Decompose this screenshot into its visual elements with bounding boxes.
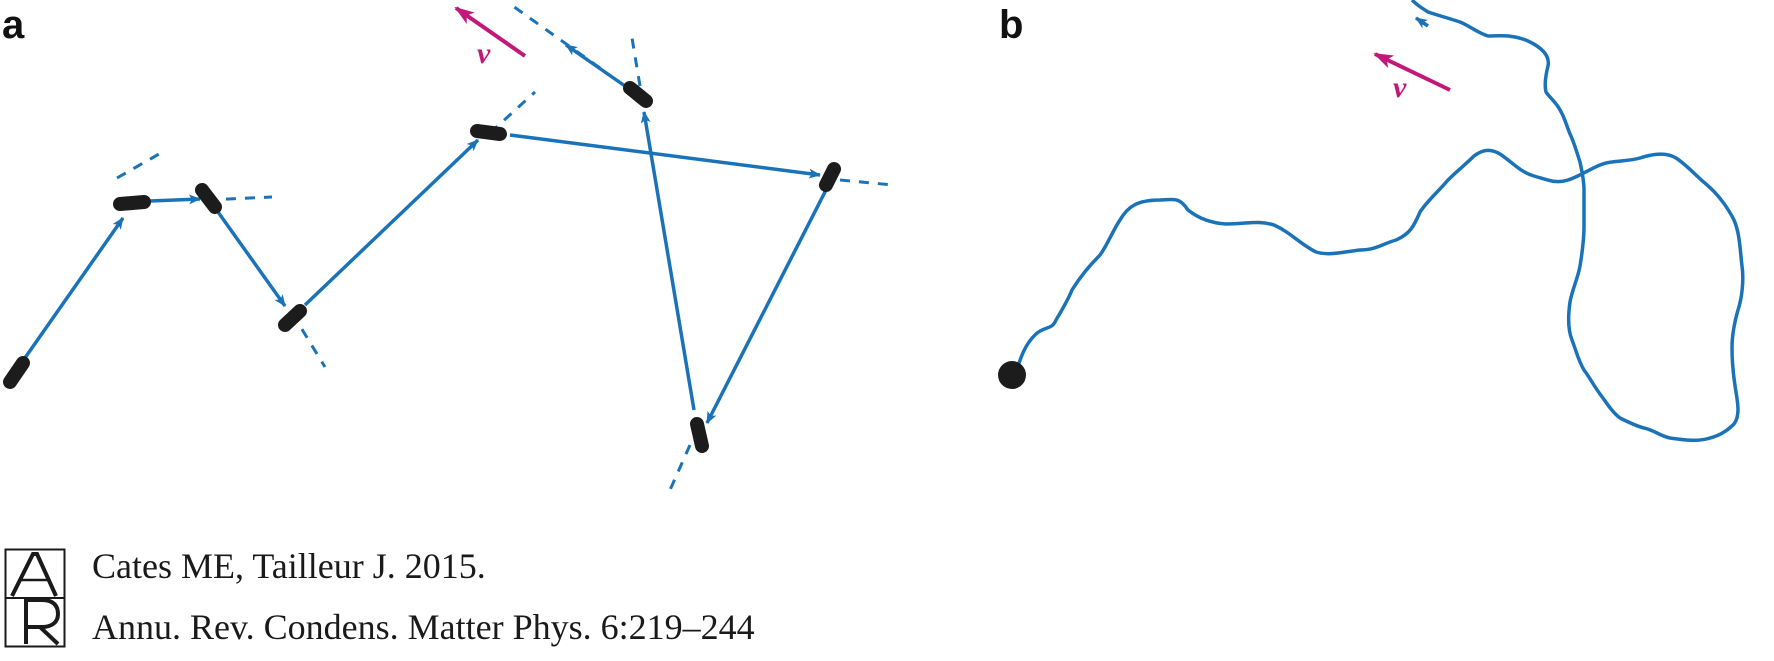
citation-authors: Cates ME, Tailleur J. 2015.: [92, 546, 486, 586]
panel-a-label: a: [2, 3, 25, 47]
particles: [3, 81, 841, 453]
particle-4: [278, 304, 307, 332]
velocity-indicator-a: v: [454, 6, 527, 70]
ar-logo-icon: [4, 548, 66, 648]
particle-5: [470, 124, 507, 141]
run-5: [509, 133, 821, 179]
particle-2: [113, 195, 151, 211]
particle-6: [623, 81, 653, 108]
particle-3: [195, 183, 222, 214]
run-4: [303, 138, 480, 307]
particle-8: [690, 417, 709, 453]
dash-7: [839, 178, 894, 187]
run-8: [565, 43, 626, 88]
velocity-indicator-b: v: [1373, 52, 1451, 104]
dash-6: [630, 37, 642, 87]
dash-8: [668, 444, 692, 491]
velocity-label-b: v: [1393, 71, 1407, 104]
particle-1: [3, 356, 30, 389]
panel-b-label: b: [999, 3, 1023, 47]
orientation-dashes: [116, 2, 894, 491]
panel-a: a: [2, 2, 894, 491]
run-2: [149, 194, 201, 205]
run-segments: [18, 43, 828, 424]
velocity-arrow-a: [454, 6, 527, 58]
run-1: [18, 216, 125, 367]
particle-7: [819, 162, 841, 192]
dash-1: [116, 148, 167, 180]
run-6: [705, 189, 828, 424]
particle-start: [998, 361, 1026, 389]
panel-b: b v: [998, 0, 1745, 443]
trajectory-arrow-b: [1415, 16, 1429, 29]
brownian-trajectory: [1013, 0, 1745, 443]
velocity-arrow-b: [1373, 52, 1451, 92]
run-3: [216, 210, 287, 308]
run-7: [640, 111, 696, 411]
citation-journal: Annu. Rev. Condens. Matter Phys. 6:219–2…: [92, 607, 755, 647]
velocity-label-a: v: [477, 37, 491, 70]
